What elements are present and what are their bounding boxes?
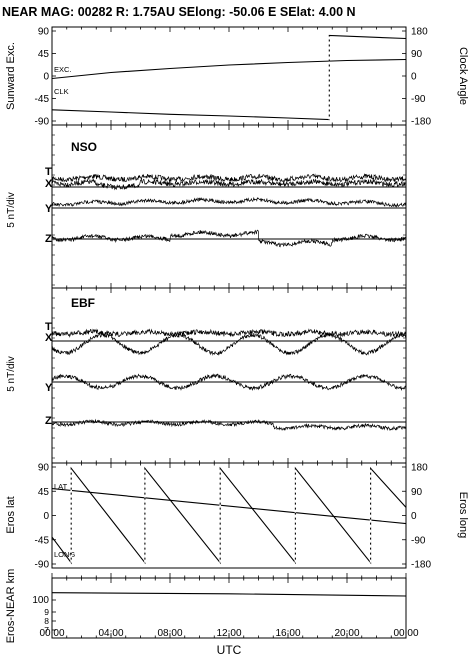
y-tick-label: -180 <box>411 560 431 571</box>
y-tick-label: 0 <box>43 511 49 522</box>
x-tick-label: 04:00 <box>98 628 123 639</box>
x-tick-label: 16:00 <box>275 628 300 639</box>
y-tick-label: 180 <box>411 463 428 474</box>
nso-x-trace <box>51 178 407 191</box>
x-axis-tick-labels: 00:00 04:00 08:00 12:00 16:00 20:00 00:00 <box>39 628 418 639</box>
clk-curve-label: CLK <box>54 87 69 96</box>
y-tick-label: 90 <box>411 49 423 60</box>
y-tick-label: -45 <box>35 535 50 546</box>
series-lat-line <box>51 488 407 525</box>
nso-trace-label-x: X <box>45 178 53 190</box>
y-tick-label: 90 <box>411 487 423 498</box>
y-tick-label: -90 <box>35 117 50 128</box>
y-tick-label: -45 <box>35 94 50 105</box>
nso-trace-label-y: Y <box>45 203 53 215</box>
x-axis-label: UTC <box>217 643 242 656</box>
panel-1-left-label: Sunward Exc. <box>5 42 17 110</box>
y-tick-label: 0 <box>411 511 417 522</box>
ebf-x-trace <box>51 331 407 356</box>
panel-4-right-label: Eros long <box>457 492 469 538</box>
panel-4-left-tick-labels: 90 45 0 -45 -90 <box>35 463 56 571</box>
y-tick-label: 90 <box>38 27 50 38</box>
nso-z-trace <box>51 229 407 248</box>
ebf-y-trace <box>51 373 407 391</box>
y-tick-label: -90 <box>411 94 426 105</box>
y-tick-label: 100 <box>32 595 49 606</box>
y-tick-label: 9 <box>44 607 49 617</box>
nso-trace-label-z: Z <box>45 233 52 245</box>
tick-marks <box>51 27 407 638</box>
series-distance-line <box>51 592 407 597</box>
nso-panel-title: NSO <box>71 140 97 154</box>
y-tick-label: -90 <box>411 535 426 546</box>
panel-1-left-tick-labels: 90 45 0 -45 -90 <box>35 27 56 128</box>
series-long-line <box>51 466 407 565</box>
panel-1-right-label: Clock Angle <box>457 47 469 105</box>
series-exc-line <box>51 58 407 80</box>
nso-ylabel: 5 nT/div <box>6 192 17 228</box>
nso-t-trace <box>51 173 407 183</box>
panel-4-right-tick-labels: 180 90 0 -90 -180 <box>402 463 431 571</box>
y-tick-label: 0 <box>43 72 49 83</box>
ebf-trace-label-z: Z <box>45 415 52 427</box>
y-tick-label: 180 <box>411 27 428 38</box>
ebf-z-trace <box>51 418 407 431</box>
y-tick-label: -180 <box>411 117 431 128</box>
figure-title: NEAR MAG: 00282 R: 1.75AU SElong: -50.06… <box>2 5 356 19</box>
x-tick-label: 12:00 <box>216 628 241 639</box>
ebf-trace-label-y: Y <box>45 382 53 394</box>
x-tick-label: 20:00 <box>334 628 359 639</box>
ebf-trace-label-x: X <box>45 332 53 344</box>
ebf-panel-title: EBF <box>71 296 95 310</box>
panel-5-left-label: Eros-NEAR km <box>5 569 17 644</box>
series-clk-line <box>51 34 407 121</box>
nso-y-trace <box>51 196 407 208</box>
panel-1-right-tick-labels: 180 90 0 -90 -180 <box>402 27 431 128</box>
y-tick-label: 45 <box>38 49 50 60</box>
x-tick-label: 00:00 <box>393 628 418 639</box>
x-tick-label: 00:00 <box>39 628 64 639</box>
y-tick-label: 0 <box>411 72 417 83</box>
x-tick-label: 08:00 <box>157 628 182 639</box>
panel-1-frame <box>51 26 407 126</box>
y-tick-label: -90 <box>35 560 50 571</box>
panel-2-frame <box>51 124 407 289</box>
panel-3-frame <box>51 287 407 464</box>
y-tick-label: 7 <box>44 625 49 635</box>
exc-curve-label: EXC. <box>54 65 72 74</box>
y-tick-label: 90 <box>38 463 50 474</box>
lat-curve-label: LAT <box>54 482 68 491</box>
panel-4-left-label: Eros lat <box>5 496 17 533</box>
ebf-t-trace <box>51 328 407 338</box>
ebf-ylabel: 5 nT/div <box>6 356 17 392</box>
nso-trace-label-t: T <box>45 166 52 178</box>
y-tick-label: 45 <box>38 487 50 498</box>
ebf-trace-label-t: T <box>45 321 52 333</box>
y-tick-label: 8 <box>44 616 49 626</box>
